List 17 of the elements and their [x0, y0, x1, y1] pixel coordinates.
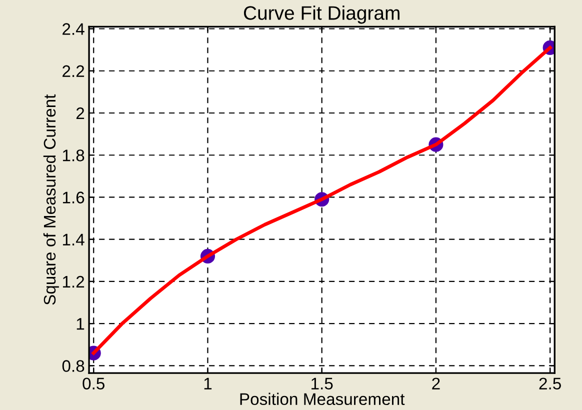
y-tick-label: 2	[76, 107, 84, 120]
y-tick-label: 2.4	[62, 23, 84, 35]
y-axis-title: Square of Measured Current	[43, 94, 59, 305]
y-tick-label: 1.4	[62, 234, 84, 246]
y-tick-label: 1	[76, 318, 84, 330]
y-tick-label: 2.2	[62, 65, 84, 77]
y-tick-label: 1.2	[62, 276, 84, 288]
x-axis-title: Position Measurement	[240, 392, 405, 406]
y-tick-label: 1.8	[62, 150, 84, 162]
x-tick-label: 1	[204, 378, 212, 390]
y-tick-label: 0.8	[62, 360, 84, 372]
x-tick-label: 2	[432, 378, 440, 390]
x-tick-label: 0.5	[82, 378, 104, 390]
x-tick-label: 2.5	[539, 378, 561, 390]
chart-title: Curve Fit Diagram	[244, 6, 400, 24]
x-tick-label: 1.5	[312, 378, 333, 390]
y-tick-label: 1.6	[62, 192, 84, 204]
